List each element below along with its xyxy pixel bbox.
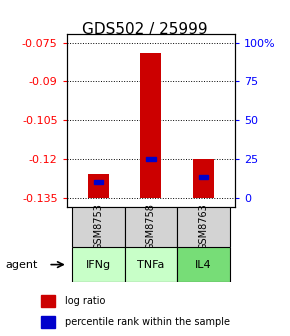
- Bar: [41, 295, 55, 307]
- Bar: [72, 247, 124, 282]
- Bar: [193, 159, 214, 198]
- Text: IFNg: IFNg: [86, 260, 111, 269]
- Text: percentile rank within the sample: percentile rank within the sample: [65, 317, 230, 327]
- Bar: [72, 207, 124, 247]
- Bar: [124, 207, 177, 247]
- Bar: [41, 316, 55, 328]
- Bar: [177, 207, 230, 247]
- Bar: [93, 180, 103, 184]
- Text: IL4: IL4: [195, 260, 212, 269]
- Text: agent: agent: [6, 260, 38, 270]
- Text: log ratio: log ratio: [65, 296, 105, 306]
- Bar: [88, 174, 109, 198]
- Text: GSM8763: GSM8763: [198, 203, 208, 250]
- Text: GSM8758: GSM8758: [146, 203, 156, 250]
- Bar: [140, 53, 161, 198]
- Text: TNFa: TNFa: [137, 260, 164, 269]
- Bar: [146, 157, 155, 161]
- Text: GDS502 / 25999: GDS502 / 25999: [82, 22, 208, 37]
- Bar: [199, 175, 208, 179]
- Bar: [124, 247, 177, 282]
- Text: GSM8753: GSM8753: [93, 203, 103, 250]
- Bar: [177, 247, 230, 282]
